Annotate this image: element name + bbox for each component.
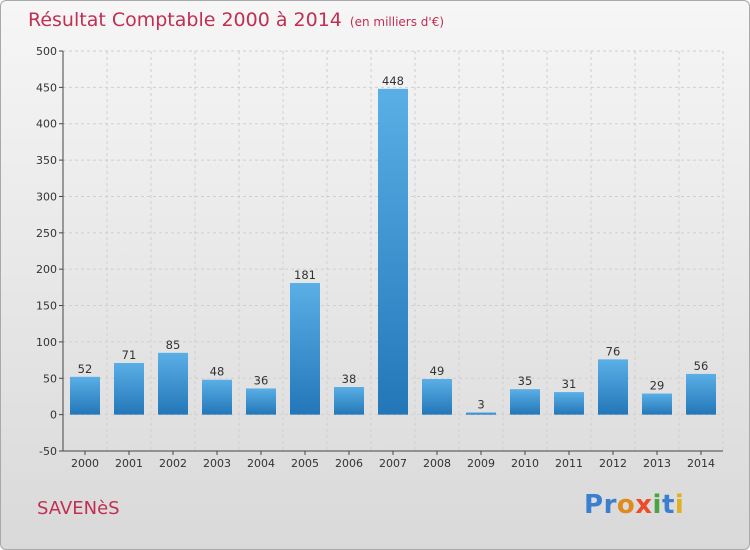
value-label: 71 bbox=[122, 348, 137, 362]
x-tick-label: 2013 bbox=[643, 457, 671, 470]
y-tick-label: 350 bbox=[36, 154, 57, 167]
x-tick-label: 2008 bbox=[423, 457, 451, 470]
value-label: 56 bbox=[694, 359, 709, 373]
value-labels: 52 71 85 48 36 181 38 448 49 3 35 31 76 29 56 bbox=[78, 74, 709, 412]
bar bbox=[246, 388, 276, 415]
logo-letter: t bbox=[661, 490, 675, 520]
logo-letter: r bbox=[603, 490, 617, 520]
y-tick-label: 400 bbox=[36, 118, 57, 131]
value-label: 448 bbox=[382, 74, 404, 88]
y-tick-label: 0 bbox=[50, 409, 57, 422]
proxiti-logo: Proxiti bbox=[584, 490, 684, 520]
bar bbox=[466, 412, 496, 415]
value-label: 31 bbox=[562, 377, 577, 391]
y-tick-label: 50 bbox=[43, 372, 57, 385]
x-tick-label: 2006 bbox=[335, 457, 363, 470]
bar bbox=[70, 376, 100, 415]
y-tick-label: 100 bbox=[36, 336, 57, 349]
bar bbox=[598, 359, 628, 415]
town-name: SAVENèS bbox=[37, 498, 120, 519]
axes: -50 0 50 100 150 200 250 300 350 400 450 500 2000 200… bbox=[36, 45, 723, 470]
x-tick-label: 2014 bbox=[687, 457, 715, 470]
bar bbox=[158, 352, 188, 415]
value-label: 3 bbox=[477, 397, 484, 411]
y-tick-label: 500 bbox=[36, 45, 57, 58]
logo-letter: P bbox=[584, 490, 604, 520]
y-tick-label: 200 bbox=[36, 263, 57, 276]
x-tick-label: 2004 bbox=[247, 457, 275, 470]
x-tick-label: 2003 bbox=[203, 457, 231, 470]
x-tick-label: 2000 bbox=[71, 457, 99, 470]
bar bbox=[290, 283, 320, 415]
bars bbox=[70, 88, 716, 415]
logo-letter: o bbox=[616, 490, 636, 520]
y-tick-label: 150 bbox=[36, 300, 57, 313]
bar bbox=[642, 393, 672, 415]
x-tick-label: 2011 bbox=[555, 457, 583, 470]
value-label: 49 bbox=[430, 364, 445, 378]
y-tick-label: -50 bbox=[39, 445, 57, 458]
x-tick-label: 2005 bbox=[291, 457, 319, 470]
bar bbox=[202, 379, 232, 415]
x-tick-label: 2001 bbox=[115, 457, 143, 470]
x-tick-label: 2002 bbox=[159, 457, 187, 470]
y-tick-label: 250 bbox=[36, 227, 57, 240]
value-label: 76 bbox=[606, 344, 621, 358]
value-label: 35 bbox=[518, 374, 533, 388]
bar bbox=[334, 387, 364, 415]
x-tick-label: 2007 bbox=[379, 457, 407, 470]
value-label: 38 bbox=[342, 372, 357, 386]
logo-letter: i bbox=[652, 490, 662, 520]
x-tick-label: 2009 bbox=[467, 457, 495, 470]
bar bbox=[554, 392, 584, 415]
value-label: 85 bbox=[166, 338, 181, 352]
logo-letter: i bbox=[674, 490, 685, 520]
y-tick-label: 300 bbox=[36, 190, 57, 203]
x-tick-label: 2012 bbox=[599, 457, 627, 470]
bar bbox=[378, 88, 408, 415]
y-tick-label: 450 bbox=[36, 81, 57, 94]
bar bbox=[114, 363, 144, 415]
chart-unit-label: (en milliers d'€) bbox=[349, 15, 445, 29]
logo-letter: x bbox=[635, 490, 653, 520]
value-label: 36 bbox=[254, 373, 269, 387]
chart-title: Résultat Comptable 2000 à 2014 (en millie… bbox=[28, 9, 444, 31]
value-label: 52 bbox=[78, 362, 93, 376]
bar bbox=[686, 373, 716, 415]
value-label: 181 bbox=[294, 268, 316, 282]
x-tick-label: 2010 bbox=[511, 457, 539, 470]
bar bbox=[510, 389, 540, 415]
bar bbox=[422, 379, 452, 415]
chart-title-text: Résultat Comptable 2000 à 2014 bbox=[28, 9, 342, 31]
value-label: 48 bbox=[210, 365, 225, 379]
value-label: 29 bbox=[650, 379, 665, 393]
